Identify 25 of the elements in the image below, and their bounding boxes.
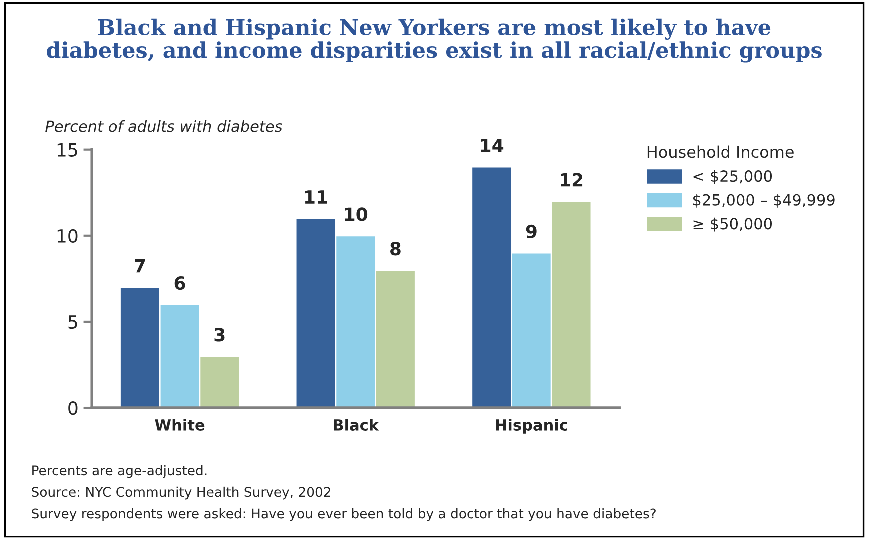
y-axis-title: Percent of adults with diabetes — [46, 120, 282, 132]
y-tick-label: 0 — [68, 401, 78, 416]
x-tick-label: White — [155, 419, 205, 431]
x-tick-label: Hispanic — [496, 419, 568, 434]
text: Survey respondents were asked: Have you ever been told by a doctor that you have diabetes? — [32, 508, 656, 522]
data-label: 8 — [390, 242, 401, 256]
data-label: 10 — [345, 208, 368, 222]
data-label: 14 — [481, 139, 504, 152]
legend-label: ≥ $50,000 — [694, 218, 772, 232]
legend-label: $25,000 – $49,999 — [693, 194, 835, 208]
y-tick-label: 15 — [58, 144, 78, 157]
legend-title: Household Income — [648, 146, 794, 158]
y-tick-label: 5 — [68, 316, 78, 330]
data-label: 6 — [174, 276, 186, 290]
text: Percents are age-adjusted. — [32, 465, 207, 478]
data-label: 9 — [526, 224, 537, 239]
y-tick-label: 10 — [58, 229, 78, 244]
source-note: Source: NYC Community Health Survey, 2002 — [32, 486, 330, 500]
chart-title: Black and Hispanic New Yorkers are most likely to have diabetes, and income disparities exist in all racial/ethnic groups — [47, 18, 822, 63]
data-label: 12 — [561, 173, 583, 187]
data-label: 7 — [135, 260, 146, 273]
data-label: 11 — [305, 190, 328, 204]
data-label: 3 — [214, 328, 225, 342]
legend-label: < $25,000 — [694, 170, 772, 184]
x-tick-label: Black — [334, 419, 380, 431]
